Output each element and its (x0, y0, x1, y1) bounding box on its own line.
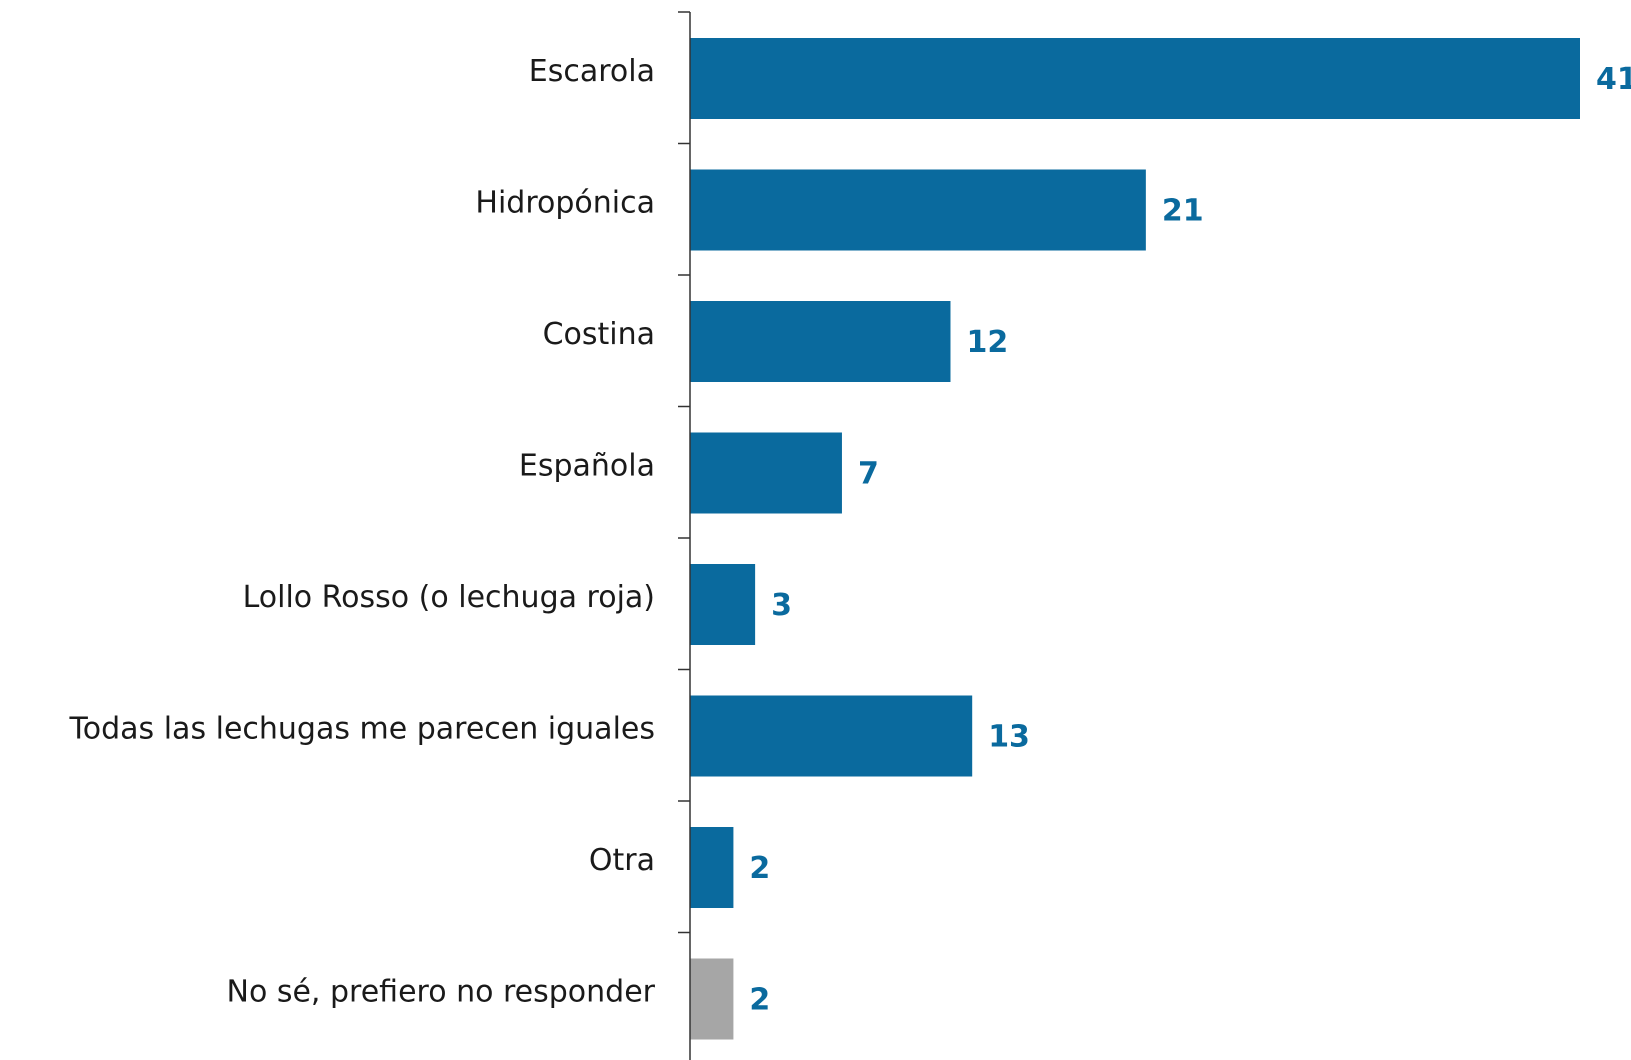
value-label: 13 (988, 720, 1030, 755)
value-label: 7 (858, 457, 879, 492)
value-label: 12 (966, 325, 1008, 360)
category-label: Española (519, 449, 655, 484)
category-labels: Escarola Hidropónica Costina Española Lollo … (69, 54, 656, 1010)
category-label: No sé, prefiero no responder (227, 975, 656, 1010)
bars-layer (690, 38, 1580, 1040)
bar (690, 432, 842, 514)
value-labels: 41 21 12 7 3 13 2 2 (749, 62, 1631, 1018)
category-label: Otra (589, 843, 655, 878)
bar (690, 38, 1580, 119)
bar (690, 827, 734, 908)
value-label: 21 (1162, 194, 1204, 229)
category-label: Escarola (529, 54, 655, 89)
category-label: Lollo Rosso (o lechuga roja) (243, 580, 655, 615)
bar (690, 301, 951, 382)
category-label: Todas las lechugas me parecen iguales (69, 712, 655, 747)
category-label: Hidropónica (475, 186, 655, 221)
y-axis (678, 11, 691, 1060)
bar (690, 169, 1146, 251)
value-label: 2 (749, 983, 770, 1018)
value-label: 41 (1596, 62, 1631, 97)
value-label: 2 (749, 851, 770, 886)
bar (690, 958, 734, 1040)
category-label: Costina (543, 317, 655, 352)
bar (690, 564, 756, 645)
bar (690, 695, 973, 777)
value-label: 3 (771, 588, 792, 623)
